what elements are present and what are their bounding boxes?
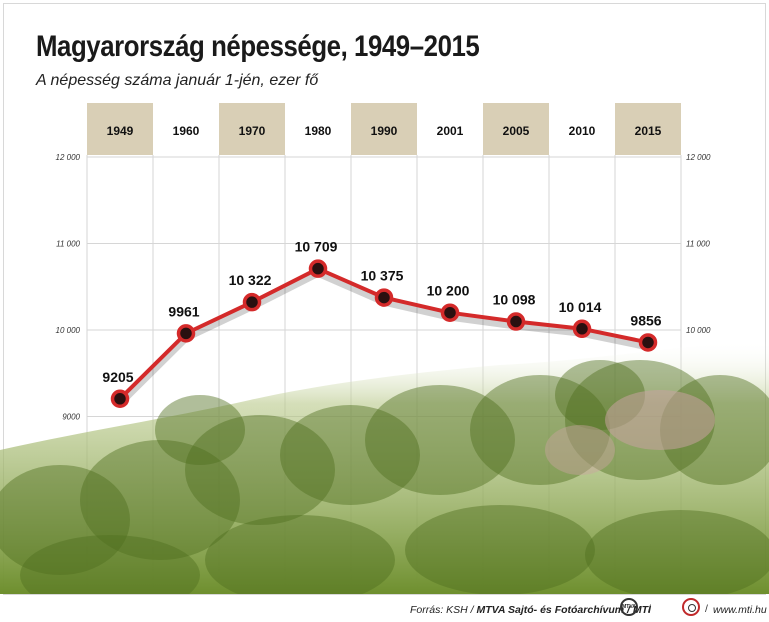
data-label: 9961 — [168, 303, 199, 319]
header-cell-shaded — [87, 103, 153, 155]
x-tick-label: 2001 — [437, 124, 464, 138]
y-tick-label: 12 000 — [56, 153, 81, 162]
data-point — [506, 312, 526, 331]
data-label: 10 014 — [559, 299, 602, 315]
header-cell-shaded — [483, 103, 549, 155]
mtva-logo-icon: MTVA — [620, 598, 638, 616]
crowd-figure — [470, 375, 610, 485]
header-cell-shaded — [219, 103, 285, 155]
y-tick-label: 10 000 — [56, 326, 81, 335]
y-tick-label-right: 12 000 — [686, 153, 711, 162]
crowd-figure — [0, 465, 130, 575]
crowd-figure — [405, 505, 595, 594]
data-point — [110, 389, 130, 409]
crowd-figure — [280, 405, 420, 505]
crowd-figure — [20, 535, 200, 594]
data-label: 10 709 — [295, 239, 338, 255]
source-credit: Forrás: KSH / MTVA Sajtó- és Fotóarchívu… — [410, 604, 651, 616]
x-tick-label: 1949 — [107, 124, 134, 138]
x-tick-label: 2015 — [635, 124, 662, 138]
crowd-figure — [80, 440, 240, 560]
x-tick-label: 1990 — [371, 124, 398, 138]
crowd-figure — [365, 385, 515, 495]
data-point — [638, 333, 658, 352]
umbrella-shape — [605, 390, 715, 450]
x-tick-label: 1960 — [173, 124, 200, 138]
y-tick-label-right: 11 000 — [686, 240, 710, 249]
data-label: 10 098 — [493, 292, 536, 308]
crowd-photo-background — [0, 340, 769, 594]
website-link[interactable]: www.mti.hu — [713, 604, 767, 616]
mti-logo-icon — [682, 598, 700, 616]
data-label: 10 322 — [229, 272, 272, 288]
source-agency: MTVA Sajtó- és Fotóarchívum / MTI — [476, 604, 651, 616]
x-tick-label: 2005 — [503, 124, 530, 138]
data-label: 9205 — [102, 369, 133, 385]
crowd-figure — [585, 510, 769, 594]
y-tick-label: 9000 — [62, 413, 80, 422]
data-label: 10 200 — [427, 283, 470, 299]
crowd-figure — [185, 415, 335, 525]
data-point — [308, 259, 328, 278]
chart-title: Magyarország népessége, 1949–2015 — [36, 30, 480, 63]
separator-icon: / — [705, 603, 708, 615]
data-point — [374, 288, 394, 307]
data-label: 10 375 — [361, 268, 404, 284]
separator-icon: / — [648, 603, 651, 615]
population-line-chart: 1949 1960 1970 1980 1990 2001 2005 2010 2015 9000… — [0, 103, 769, 594]
footer: Forrás: KSH / MTVA Sajtó- és Fotóarchívu… — [0, 596, 769, 622]
header-cell-shaded — [351, 103, 417, 155]
crowd-figure — [155, 395, 245, 465]
header-cell-shaded — [615, 103, 681, 155]
y-tick-label: 11 000 — [56, 240, 80, 249]
x-tick-label: 1980 — [305, 124, 332, 138]
data-point — [440, 303, 460, 322]
umbrella-shape — [545, 425, 615, 475]
data-point — [176, 324, 196, 343]
source-prefix: Forrás: KSH / — [410, 604, 477, 616]
y-tick-label-right: 10 000 — [686, 326, 711, 335]
chart-subtitle: A népesség száma január 1-jén, ezer fő — [36, 72, 319, 89]
x-tick-label: 1970 — [239, 124, 266, 138]
data-label: 9856 — [630, 312, 661, 328]
data-point — [572, 319, 592, 339]
crowd-figure — [205, 515, 395, 594]
data-point — [242, 292, 262, 312]
x-tick-label: 2010 — [569, 124, 596, 138]
